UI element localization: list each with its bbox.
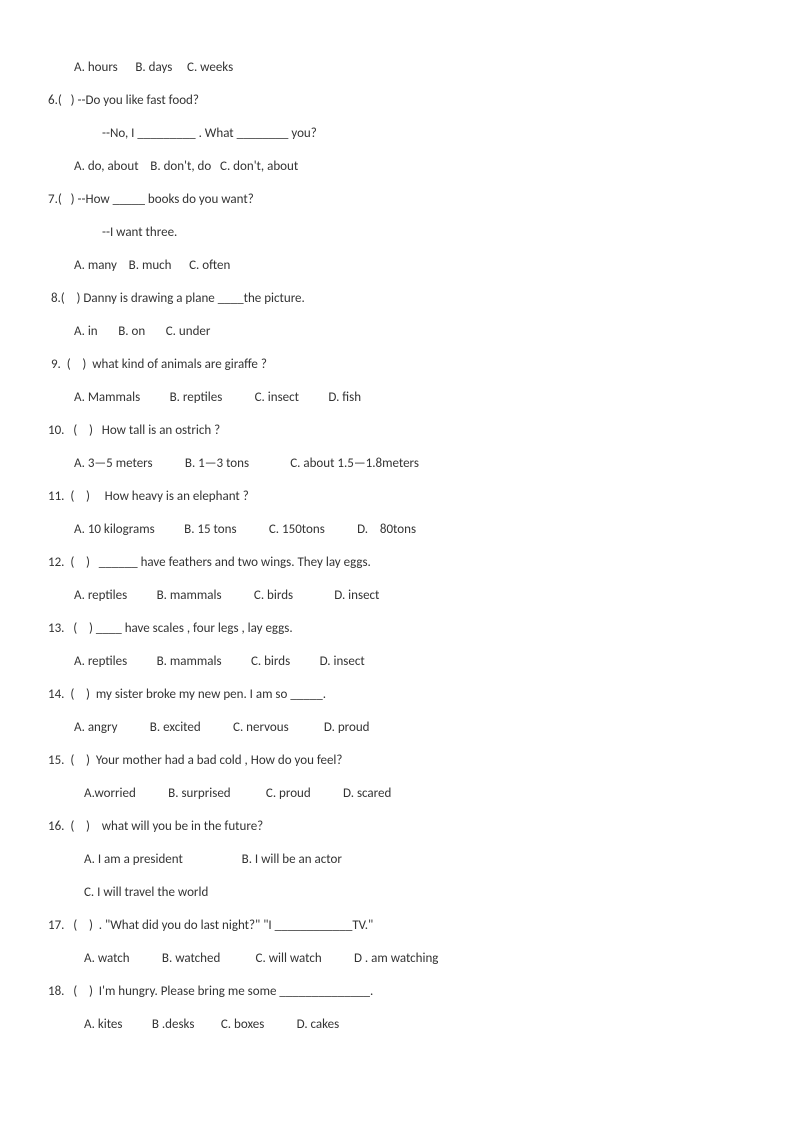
q16-options-ab: A. I am a president B. I will be an acto… [48,852,733,867]
q7-stem-2: --I want three. [48,225,733,240]
q13-options: A. reptiles B. mammals C. birds D. insec… [48,654,733,669]
q9-options: A. Mammals B. reptiles C. insect D. fish [48,390,733,405]
q11-options: A. 10 kilograms B. 15 tons C. 150tons D.… [48,522,733,537]
q15-options: A.worried B. surprised C. proud D. scare… [48,786,733,801]
q12-stem: 12. ( ) ______ have feathers and two win… [48,555,733,570]
q7-options: A. many B. much C. often [48,258,733,273]
q10-stem: 10. ( ) How tall is an ostrich ? [48,423,733,438]
q6-options: A. do, about B. don't, do C. don't, abou… [48,159,733,174]
q7-stem-1: 7.( ) --How _____ books do you want? [48,192,733,207]
q15-stem: 15. ( ) Your mother had a bad cold , How… [48,753,733,768]
q16-stem: 16. ( ) what will you be in the future? [48,819,733,834]
q16-options-c: C. I will travel the world [48,885,733,900]
worksheet-page: A. hours B. days C. weeks 6.( ) --Do you… [0,0,793,1122]
q6-stem-1: 6.( ) --Do you like fast food? [48,93,733,108]
q6-stem-2: --No, I _________ . What ________ you? [48,126,733,141]
q5-options: A. hours B. days C. weeks [48,60,733,75]
q8-options: A. in B. on C. under [48,324,733,339]
q11-stem: 11. ( ) How heavy is an elephant ? [48,489,733,504]
q8-stem: 8.( ) Danny is drawing a plane ____the p… [48,291,733,306]
q18-stem: 18. ( ) I'm hungry. Please bring me some… [48,984,733,999]
q18-options: A. kites B .desks C. boxes D. cakes [48,1017,733,1032]
q17-stem: 17. ( ) . "What did you do last night?" … [48,918,733,933]
q14-options: A. angry B. excited C. nervous D. proud [48,720,733,735]
q12-options: A. reptiles B. mammals C. birds D. insec… [48,588,733,603]
q10-options: A. 3—5 meters B. 1—3 tons C. about 1.5—1… [48,456,733,471]
q13-stem: 13. ( ) ____ have scales , four legs , l… [48,621,733,636]
q17-options: A. watch B. watched C. will watch D . am… [48,951,733,966]
q9-stem: 9. ( ) what kind of animals are giraffe … [48,357,733,372]
q14-stem: 14. ( ) my sister broke my new pen. I am… [48,687,733,702]
